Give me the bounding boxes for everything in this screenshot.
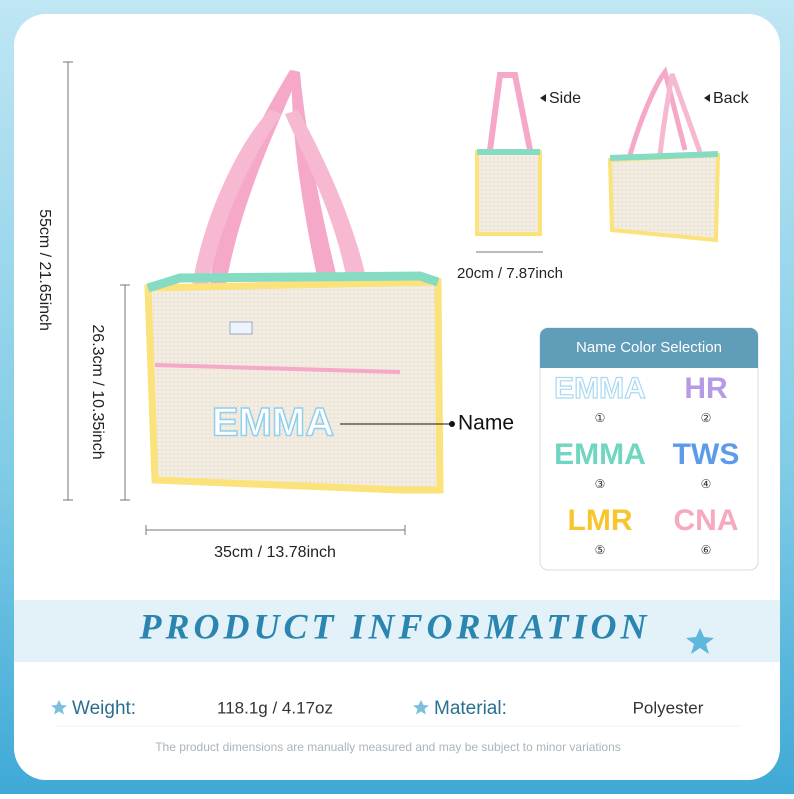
bag-name: EMMA <box>212 401 334 445</box>
option-number: ① <box>595 411 606 425</box>
info-title: PRODUCT INFORMATION <box>138 606 650 646</box>
back-label: Back <box>713 90 750 107</box>
star-icon <box>686 628 714 654</box>
spec-value: Polyester <box>633 698 704 717</box>
option-text: HR <box>684 372 728 405</box>
spec-label: Material: <box>434 698 507 719</box>
spec-list: Weight: 118.1g / 4.17oz Material: Polyester <box>51 698 704 719</box>
color-panel-header <box>540 328 758 368</box>
option-number: ② <box>701 411 712 425</box>
spec-label: Weight: <box>72 698 136 719</box>
info-banner <box>14 600 780 662</box>
main-bag <box>144 70 444 494</box>
color-options: EMMA ① HR ② EMMA ③ TWS ④ LMR ⑤ CNA ⑥ <box>554 371 740 557</box>
option-number: ⑥ <box>701 543 712 557</box>
spec-value: 118.1g / 4.17oz <box>217 698 333 717</box>
height-label: 55cm / 21.65inch <box>36 209 53 331</box>
option-text: CNA <box>674 504 739 537</box>
callout-dot <box>449 421 455 427</box>
star-icon <box>413 700 429 715</box>
arrow-icon <box>540 94 546 102</box>
back-bag <box>607 66 721 243</box>
note: The product dimensions are manually meas… <box>155 740 621 754</box>
width-label: 35cm / 13.78inch <box>214 544 336 561</box>
side-bag <box>475 72 542 236</box>
option-number: ③ <box>595 477 606 491</box>
name-callout: Name <box>458 412 514 435</box>
dimension-lines <box>63 61 543 535</box>
option-number: ④ <box>701 477 712 491</box>
option-text: TWS <box>673 438 740 471</box>
side-width-label: 20cm / 7.87inch <box>457 265 563 282</box>
arrow-icon <box>704 94 710 102</box>
option-text: EMMA <box>554 372 646 405</box>
side-label: Side <box>549 90 581 107</box>
option-text: EMMA <box>554 438 646 471</box>
body-height-label: 26.3cm / 10.35inch <box>89 324 106 459</box>
star-icon <box>51 700 67 715</box>
color-panel-title: Name Color Selection <box>576 339 722 356</box>
option-number: ⑤ <box>595 543 606 557</box>
option-text: LMR <box>568 504 633 537</box>
